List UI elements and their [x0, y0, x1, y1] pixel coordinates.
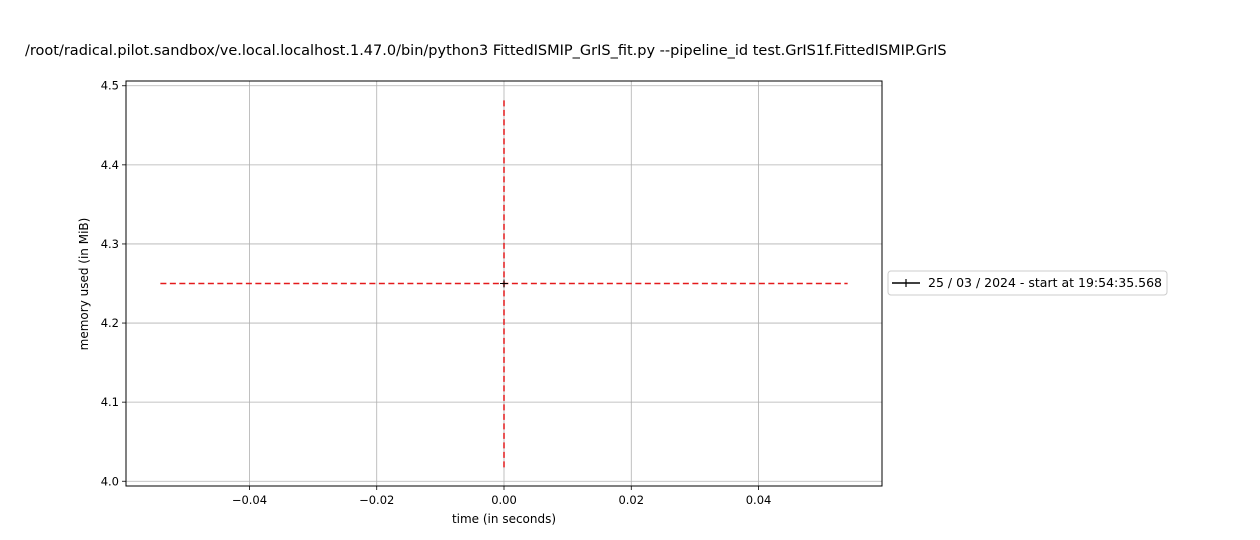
y-axis-label: memory used (in MiB)	[77, 218, 91, 351]
x-axis-label: time (in seconds)	[452, 512, 556, 526]
chart-title: /root/radical.pilot.sandbox/ve.local.loc…	[25, 43, 947, 59]
y-tick-label: 4.4	[101, 158, 119, 172]
y-tick-label: 4.2	[101, 316, 119, 330]
legend: 25 / 03 / 2024 - start at 19:54:35.568	[887, 270, 1168, 296]
y-tick-label: 4.0	[101, 474, 119, 488]
y-tick-label: 4.3	[101, 237, 119, 251]
x-tick-label: 0.04	[746, 493, 772, 507]
y-tick-label: 4.1	[101, 395, 119, 409]
x-tick-label: −0.04	[232, 493, 267, 507]
x-axis-ticks: −0.04 −0.02 0.00 0.02 0.04	[232, 486, 772, 507]
data-points	[500, 279, 508, 288]
x-tick-label: 0.00	[491, 493, 517, 507]
y-axis-ticks: 4.0 4.1 4.2 4.3 4.4 4.5	[101, 79, 126, 488]
legend-entry-label: 25 / 03 / 2024 - start at 19:54:35.568	[928, 275, 1162, 290]
x-tick-label: 0.02	[618, 493, 644, 507]
y-tick-label: 4.5	[101, 79, 119, 93]
x-tick-label: −0.02	[359, 493, 394, 507]
legend-box	[887, 270, 1168, 296]
